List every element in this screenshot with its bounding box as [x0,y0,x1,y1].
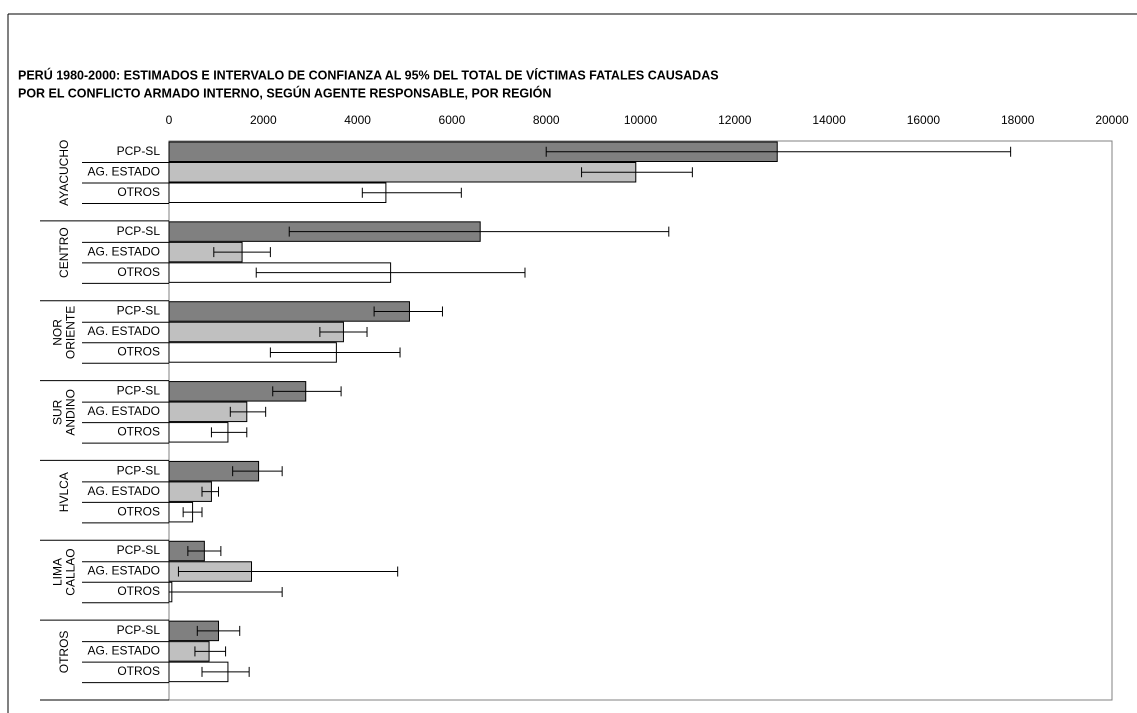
agent-label: PCP-SL [117,543,161,557]
agent-label: OTROS [117,664,160,678]
agent-label: AG. ESTADO [88,164,160,178]
x-tick-label: 18000 [1001,113,1035,127]
region-label: ANDINO [64,389,78,436]
error-bar [269,347,401,358]
region-label: SUR [51,399,65,425]
x-tick-label: 2000 [250,113,277,127]
error-bar [361,187,462,198]
x-tick-label: 0 [166,113,173,127]
agent-label: AG. ESTADO [88,324,160,338]
region-label: NOR [51,319,65,346]
region-label: OTROS [57,631,71,674]
bar [168,162,637,183]
bar [168,321,344,343]
error-bar [201,486,220,497]
error-bar [187,546,222,557]
error-bar [581,167,693,178]
chart-title: POR EL CONFLICTO ARMADO INTERNO, SEGÚN A… [18,85,551,100]
x-tick-label: 14000 [812,113,846,127]
agent-label: AG. ESTADO [88,244,160,258]
error-bar [319,326,368,337]
x-tick-label: 4000 [344,113,371,127]
error-bar [255,267,526,278]
agent-label: PCP-SL [117,623,161,637]
agent-label: AG. ESTADO [88,564,160,578]
error-bar [272,386,342,397]
error-bar [232,466,283,477]
error-bar [210,427,248,438]
bar [168,182,387,203]
agent-label: OTROS [117,345,160,359]
region-label: CENTRO [57,227,71,278]
error-bar [213,247,271,258]
agent-label: AG. ESTADO [88,644,160,658]
agent-label: PCP-SL [117,304,161,318]
chart-title: PERÚ 1980-2000: ESTIMADOS E INTERVALO DE… [18,67,719,82]
x-tick-label: 10000 [624,113,658,127]
agent-label: PCP-SL [117,383,161,397]
region-label: AYACUCHO [57,140,71,206]
bar [168,301,410,322]
error-bar [288,226,670,237]
agent-label: PCP-SL [117,144,161,158]
agent-label: OTROS [117,424,160,438]
agent-label: OTROS [117,504,160,518]
error-bar [168,587,283,598]
error-bar [182,507,203,518]
agent-label: AG. ESTADO [88,484,160,498]
region-label: HVLCA [57,472,71,512]
x-tick-label: 8000 [533,113,560,127]
error-bar [196,625,241,636]
error-bar [373,306,443,317]
agent-label: PCP-SL [117,463,161,477]
agent-label: OTROS [117,584,160,598]
x-tick-label: 12000 [718,113,752,127]
x-tick-label: 16000 [907,113,941,127]
error-bar [545,146,1012,157]
error-bar [177,566,399,577]
agent-label: OTROS [117,185,160,199]
agent-label: AG. ESTADO [88,404,160,418]
region-label: CALLAO [64,548,78,595]
region-label: LIMA [51,558,65,586]
agent-label: PCP-SL [117,224,161,238]
agent-label: OTROS [117,265,160,279]
error-bar [201,666,250,677]
x-tick-label: 20000 [1095,113,1129,127]
error-bar [194,646,227,657]
error-bar [229,406,267,417]
x-tick-label: 6000 [439,113,466,127]
region-label: ORIENTE [64,306,78,359]
